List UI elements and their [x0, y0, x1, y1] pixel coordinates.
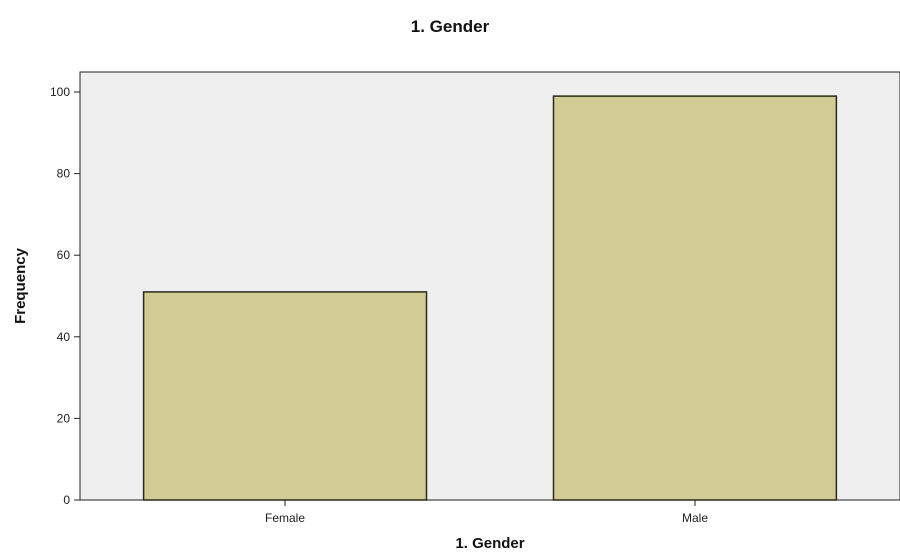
chart-title: 1. Gender — [411, 17, 490, 36]
y-tick-label: 40 — [57, 330, 71, 344]
y-tick-label: 80 — [57, 167, 71, 181]
y-tick-label: 0 — [63, 493, 70, 507]
y-tick-label: 20 — [57, 411, 71, 425]
bar-male — [552, 95, 838, 501]
y-tick-label: 60 — [57, 248, 71, 262]
x-tick-label: Male — [682, 511, 708, 525]
y-axis-title: Frequency — [12, 247, 29, 324]
y-tick-label: 100 — [50, 85, 70, 99]
x-axis-title: 1. Gender — [455, 535, 524, 552]
x-tick-label: Female — [265, 511, 305, 525]
x-axis: Female Male — [265, 500, 708, 525]
y-axis: 0 20 40 60 80 100 — [50, 85, 80, 507]
bar-female — [142, 291, 428, 501]
